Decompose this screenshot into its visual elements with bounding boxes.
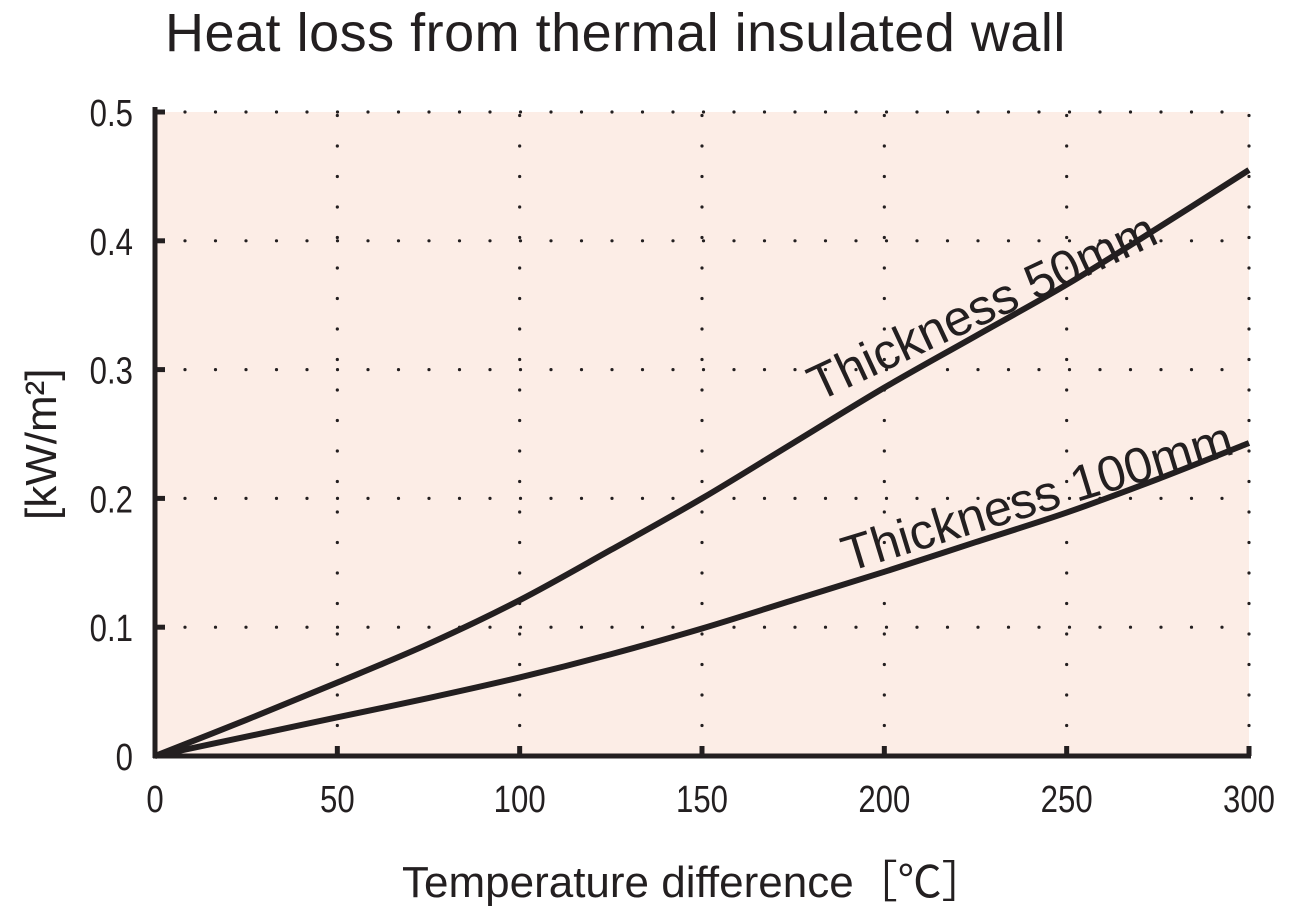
x-tick-label: 100	[494, 779, 546, 821]
x-axis-label: Temperature difference［℃］	[402, 858, 986, 907]
y-tick-label: 0	[116, 737, 133, 779]
chart-title: Heat loss from thermal insulated wall	[165, 3, 1066, 63]
x-tick-label: 250	[1041, 779, 1093, 821]
x-tick-label: 200	[858, 779, 910, 821]
x-tick-label: 0	[146, 779, 163, 821]
x-tick-label: 50	[320, 779, 355, 821]
x-tick-label: 150	[676, 779, 728, 821]
y-tick-label: 0.1	[90, 608, 133, 650]
y-tick-label: 0.5	[90, 93, 133, 135]
series-line-2	[154, 440, 1251, 759]
plot-background	[155, 112, 1249, 756]
y-tick-label: 0.2	[90, 480, 133, 522]
y-axis-label: [kW/m²]	[17, 368, 66, 520]
y-tick-label: 0.4	[90, 222, 133, 264]
x-tick-label: 300	[1223, 779, 1275, 821]
series-line-1	[153, 167, 1251, 759]
y-tick-label: 0.3	[90, 351, 133, 393]
